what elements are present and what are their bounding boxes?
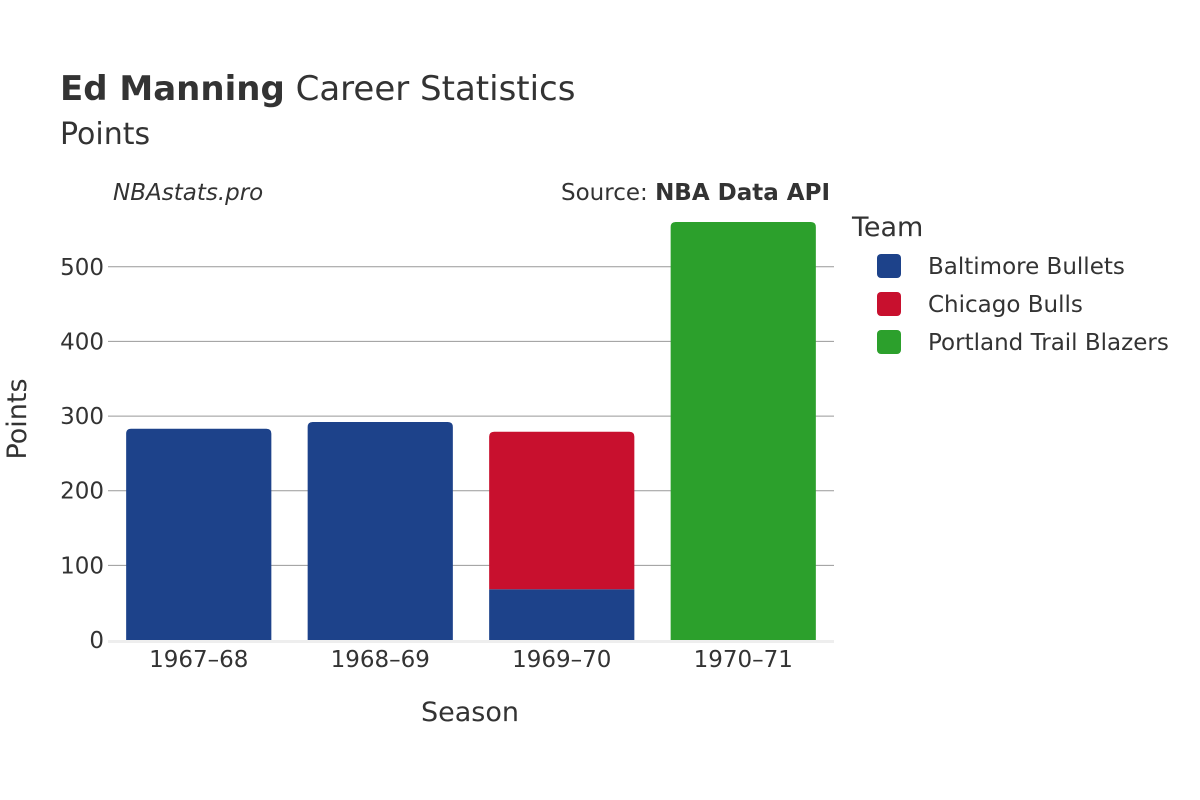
- source-name: NBA Data API: [655, 180, 830, 206]
- bar-baltimore-bullets-1968–69: [307, 422, 453, 640]
- y-axis-ticks: 0 100 200 300 400 500: [60, 255, 104, 654]
- bar-portland-trail-blazers-1970–71: [670, 222, 816, 640]
- y-tick-label: 500: [60, 255, 104, 281]
- legend-label: Portland Trail Blazers: [928, 330, 1169, 356]
- bar-chicago-bulls-1969–70: [489, 431, 635, 590]
- svg-text:Ed Manning Career Statis: Ed Manning Career Statistics: [60, 69, 575, 109]
- bar-baltimore-bullets-1969–70: [489, 589, 635, 640]
- title-rest: Career Statistics: [296, 69, 576, 109]
- legend-swatch: [877, 254, 901, 278]
- x-axis-ticks: 1967–68 1968–69 1969–70 1970–71: [149, 647, 793, 673]
- legend-label: Chicago Bulls: [928, 292, 1083, 318]
- y-tick-label: 400: [60, 329, 104, 355]
- x-tick-label: 1968–69: [331, 647, 430, 673]
- x-tick-label: 1969–70: [512, 647, 611, 673]
- y-tick-label: 100: [60, 553, 104, 579]
- legend-title: Team: [851, 212, 923, 243]
- legend-label: Baltimore Bullets: [928, 254, 1125, 280]
- source-credit: Source: NBA Data API: [561, 180, 830, 206]
- y-axis-title: Points: [2, 378, 33, 459]
- legend: Team Baltimore Bullets Chicago Bulls Portl…: [851, 212, 1169, 356]
- y-tick-label: 0: [89, 628, 104, 654]
- title-player-name: Ed Manning: [60, 69, 285, 109]
- source-prefix: Source:: [561, 180, 648, 206]
- bar-baltimore-bullets-1967–68: [126, 428, 272, 640]
- x-tick-label: 1967–68: [149, 647, 248, 673]
- y-tick-label: 200: [60, 479, 104, 505]
- x-tick-label: 1970–71: [694, 647, 793, 673]
- site-credit: NBAstats.pro: [113, 180, 263, 206]
- legend-swatch: [877, 292, 901, 316]
- x-axis-title: Season: [421, 697, 519, 728]
- bars: [126, 222, 816, 640]
- y-tick-label: 300: [60, 404, 104, 430]
- legend-swatch: [877, 330, 901, 354]
- chart-title: Ed Manning Career Statistics Points: [60, 69, 575, 152]
- chart-subtitle: Points: [60, 117, 150, 152]
